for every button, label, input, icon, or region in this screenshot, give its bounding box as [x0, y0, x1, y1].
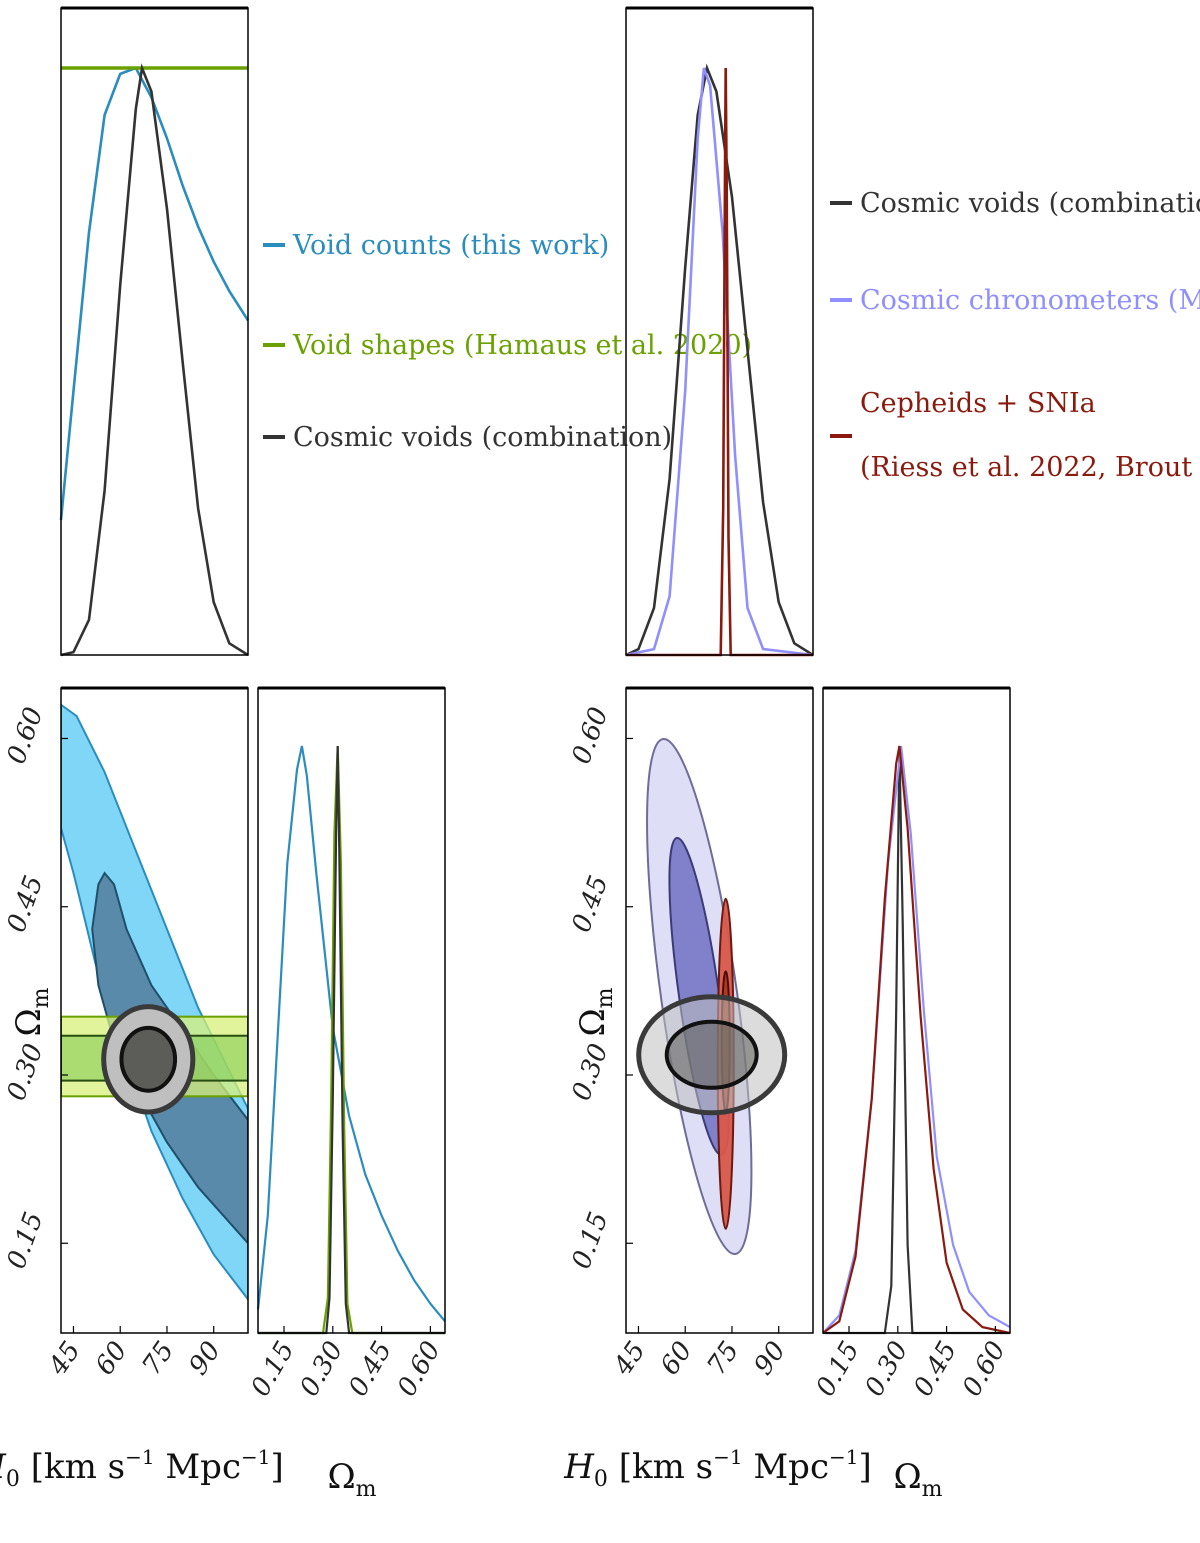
l-om-curve-series-1 [258, 745, 445, 1335]
l-joint-contours [61, 703, 248, 1301]
legend-label-line2: (Riess et al. 2022, Brout et al. 2022a,b… [860, 452, 1200, 483]
r-om-x-tick-label: 0.15 [811, 1336, 866, 1401]
r-om-marginal-frame [822, 687, 1011, 1334]
r-h0-tick-label: 45 [608, 1336, 652, 1381]
r-h0-tick-label: 90 [748, 1336, 792, 1380]
l-h0-curve-series-2 [60, 63, 249, 657]
left-corner-plot: 45 60 75 900.150.300.450.60 0.150.300.450.6… [0, 6, 752, 1502]
l-om-x-tick-label: 0.15 [246, 1336, 301, 1401]
legend-label: Cosmic chronometers (Moresco et al. 2022… [860, 285, 1200, 316]
legend-label: Void shapes (Hamaus et al. 2020) [292, 330, 752, 361]
r-joint-contours [636, 737, 788, 1256]
l-om-x-tick-label: 0.30 [294, 1336, 349, 1401]
legend-label: Cepheids + SNIa [860, 388, 1096, 419]
r-om-y-tick-label: 0.30 [566, 1040, 614, 1105]
r-h0-tick-label: 60 [655, 1336, 699, 1380]
l-h0-tick-label: 90 [183, 1336, 227, 1380]
right-legend: Cosmic voids (combination) Cosmic chronom… [830, 188, 1200, 483]
l-om-y-tick-label: 0.45 [1, 872, 49, 937]
r-om-y-tick-label: 0.60 [566, 703, 614, 768]
l-om-x-tick-label: 0.45 [343, 1336, 398, 1401]
l-h0-tick-label: 75 [137, 1336, 181, 1380]
left-h0-marginal-panel [59, 6, 250, 657]
l-om-y-tick-label: 0.60 [1, 703, 49, 768]
r-om-curve-series-2 [822, 745, 1011, 1335]
l-h0-tick-label: 45 [43, 1336, 87, 1381]
right-omega-y-axis-label: Ωm [573, 987, 618, 1036]
left-omega-y-axis-label: Ωm [9, 987, 54, 1036]
left-omega-marginal-panel: 0.150.300.450.60 [246, 686, 447, 1402]
right-h0-marginal-panel [625, 6, 814, 657]
r-h0-curve-series-0 [625, 63, 814, 657]
right-corner-plot: 45 60 75 900.150.300.450.60 0.150.300.450.6… [563, 6, 1200, 1502]
r-om-x-tick-label: 0.45 [908, 1336, 963, 1401]
l-om-y-tick-label: 0.15 [1, 1208, 49, 1273]
right-omega-axis-label: Ωm [893, 1457, 942, 1502]
l-om-x-tick-label: 0.60 [392, 1336, 447, 1401]
l-om-curve-series-2 [258, 745, 445, 1335]
right-omega-marginal-panel: 0.150.300.450.60 [811, 686, 1012, 1402]
l-h0-curve-series-0 [59, 66, 250, 521]
r-om-x-tick-label: 0.60 [957, 1336, 1012, 1401]
r-h0-curve-series-2 [626, 67, 813, 657]
r-om-curve-series-1 [822, 745, 1011, 1334]
left-legend: Void counts (this work) Void shapes (Hama… [263, 230, 752, 453]
r-h0-curve-series-1 [625, 67, 814, 657]
left-joint-panel: 45 60 75 90 0.15 0.30 0.45 0.60 [1, 686, 249, 1381]
combination-1sigma-ellipse [664, 1019, 759, 1090]
l-h0-tick-label: 60 [90, 1336, 134, 1380]
combination-1sigma-ellipse [119, 1025, 178, 1093]
right-h0-axis-label: H0 [km s−1 Mpc−1] [563, 1445, 872, 1492]
r-om-y-tick-label: 0.15 [566, 1208, 614, 1273]
l-om-y-tick-label: 0.30 [1, 1040, 49, 1105]
r-om-x-tick-label: 0.30 [859, 1336, 914, 1401]
right-joint-panel: 45 60 75 90 0.15 0.30 0.45 0.60 [566, 686, 814, 1381]
l-om-marginal-frame [257, 687, 446, 1334]
legend-label: Cosmic voids (combination) [860, 188, 1200, 219]
r-om-curve-series-0 [823, 745, 1010, 1335]
r-h0-tick-label: 75 [702, 1336, 746, 1380]
left-omega-axis-label: Ωm [327, 1457, 376, 1502]
legend-label: Cosmic voids (combination) [293, 422, 672, 453]
l-om-curve-series-0 [256, 745, 446, 1323]
legend-label: Void counts (this work) [292, 230, 609, 261]
left-h0-axis-label: H0 [km s−1 Mpc−1] [0, 1445, 284, 1492]
r-om-y-tick-label: 0.45 [566, 872, 614, 937]
